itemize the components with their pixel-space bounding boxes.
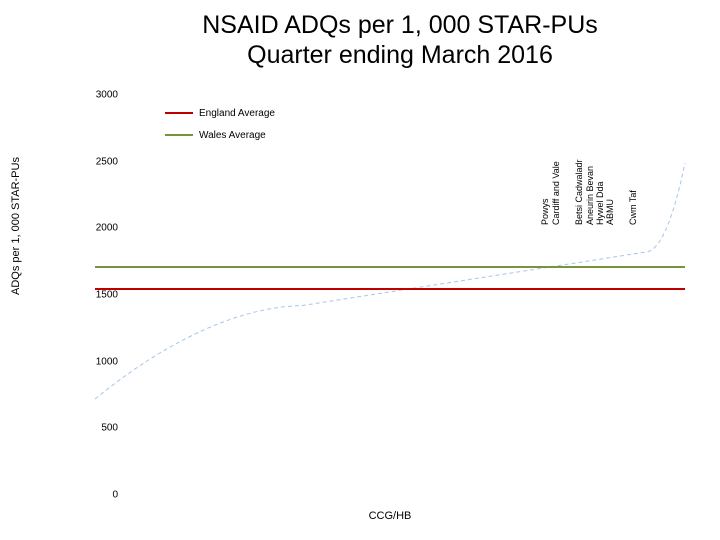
data-series-line [95,95,685,495]
highlight-label: ABMU [605,199,615,225]
highlight-label: Hywel Dda [595,181,605,225]
y-axis-title: ADQs per 1, 000 STAR-PUs [10,157,22,295]
highlight-label: Cwm Taf [628,190,638,225]
x-axis-title: CCG/HB [95,510,685,522]
highlight-label: Cardiff and Vale [551,161,561,225]
highlight-label: Powys [540,198,550,225]
reference-line-england [95,288,685,290]
highlight-label: Aneurin Bevan [585,166,595,225]
reference-line-wales [95,266,685,268]
chart-title: NSAID ADQs per 1, 000 STAR-PUs Quarter e… [95,10,705,70]
plot-area: PowysCardiff and Vale Betsi CadwaladrAneu… [95,95,685,495]
chart-title-line2: Quarter ending March 2016 [247,41,553,69]
highlight-label: Betsi Cadwaladr [574,159,584,225]
chart-title-line1: NSAID ADQs per 1, 000 STAR-PUs [202,11,598,39]
